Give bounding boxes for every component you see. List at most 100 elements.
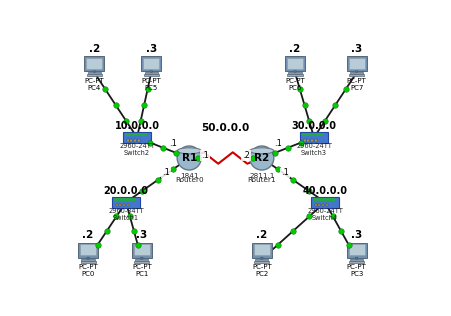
FancyBboxPatch shape [289,72,302,75]
Text: PC-PT
PC3: PC-PT PC3 [347,264,367,277]
FancyBboxPatch shape [84,56,104,71]
Text: 50.0.0.0: 50.0.0.0 [202,123,249,133]
Text: Router1: Router1 [248,177,276,183]
Ellipse shape [250,148,274,154]
FancyBboxPatch shape [123,132,151,143]
Text: PC-PT
PC1: PC-PT PC1 [132,264,152,277]
Text: 20.0.0.0: 20.0.0.0 [103,185,148,196]
Text: PC-PT
PC5: PC-PT PC5 [141,77,161,91]
FancyBboxPatch shape [78,243,98,258]
FancyBboxPatch shape [80,244,96,255]
FancyBboxPatch shape [255,259,268,261]
Text: .1: .1 [274,139,281,148]
Polygon shape [87,257,89,259]
FancyBboxPatch shape [311,139,313,142]
FancyBboxPatch shape [135,259,148,261]
Text: 30.0.0.0: 30.0.0.0 [291,121,336,131]
FancyBboxPatch shape [88,72,101,75]
FancyBboxPatch shape [347,243,367,258]
Polygon shape [355,257,358,259]
Circle shape [177,146,201,170]
Text: 2811.1: 2811.1 [249,173,275,179]
Text: Router0: Router0 [175,177,203,183]
FancyBboxPatch shape [349,58,365,69]
Text: .2: .2 [290,44,301,54]
FancyBboxPatch shape [304,139,305,142]
FancyBboxPatch shape [86,58,102,69]
FancyBboxPatch shape [145,72,158,75]
Text: .2: .2 [83,230,94,240]
FancyBboxPatch shape [287,58,303,69]
Circle shape [250,146,274,170]
FancyBboxPatch shape [350,72,363,75]
Polygon shape [141,257,143,259]
Text: .3: .3 [351,230,362,240]
FancyBboxPatch shape [349,244,365,255]
FancyBboxPatch shape [127,139,129,142]
FancyBboxPatch shape [347,56,367,71]
Text: .1: .1 [281,168,289,177]
FancyBboxPatch shape [130,139,132,142]
Text: R2: R2 [254,153,269,163]
FancyBboxPatch shape [287,74,303,76]
Text: .1: .1 [170,139,177,148]
FancyBboxPatch shape [112,197,140,208]
FancyBboxPatch shape [143,58,159,69]
FancyBboxPatch shape [349,261,364,263]
Text: 2960-24TT
Switch4: 2960-24TT Switch4 [307,208,343,221]
FancyBboxPatch shape [300,132,328,143]
FancyBboxPatch shape [254,244,270,255]
FancyBboxPatch shape [285,56,305,71]
Text: .2: .2 [256,230,267,240]
Text: 2960-24TT
Switch2: 2960-24TT Switch2 [119,143,155,156]
Text: 2960-24TT
Switch3: 2960-24TT Switch3 [296,143,332,156]
FancyBboxPatch shape [322,204,324,206]
FancyBboxPatch shape [120,204,121,206]
Polygon shape [93,71,96,73]
FancyBboxPatch shape [127,204,129,206]
Polygon shape [150,71,152,73]
Text: PC-PT
PC7: PC-PT PC7 [347,77,367,91]
Text: .1: .1 [201,151,209,160]
Text: 10.0.0.0: 10.0.0.0 [115,121,160,131]
Text: .2: .2 [242,151,250,160]
FancyBboxPatch shape [81,261,96,263]
FancyBboxPatch shape [307,139,309,142]
Text: PC-PT
PC0: PC-PT PC0 [78,264,98,277]
FancyBboxPatch shape [311,197,339,208]
Text: .3: .3 [136,230,147,240]
FancyBboxPatch shape [318,204,320,206]
Text: 40.0.0.0: 40.0.0.0 [303,185,348,196]
FancyBboxPatch shape [252,243,272,258]
Text: PC-PT
PC2: PC-PT PC2 [252,264,272,277]
FancyBboxPatch shape [315,204,317,206]
FancyBboxPatch shape [254,261,269,263]
Ellipse shape [177,148,201,154]
Text: 1841: 1841 [180,173,198,179]
FancyBboxPatch shape [115,204,118,206]
FancyBboxPatch shape [134,244,150,255]
Text: .2: .2 [89,44,100,54]
Text: PC-PT
PC4: PC-PT PC4 [84,77,104,91]
FancyBboxPatch shape [315,139,317,142]
Text: .1: .1 [162,168,170,177]
Polygon shape [355,71,358,73]
FancyBboxPatch shape [87,74,102,76]
FancyBboxPatch shape [350,259,363,261]
FancyBboxPatch shape [138,139,140,142]
FancyBboxPatch shape [134,139,136,142]
FancyBboxPatch shape [134,261,149,263]
FancyBboxPatch shape [123,204,125,206]
FancyBboxPatch shape [82,259,95,261]
FancyBboxPatch shape [141,56,161,71]
Text: .3: .3 [146,44,157,54]
Polygon shape [294,71,296,73]
FancyBboxPatch shape [132,243,152,258]
FancyBboxPatch shape [326,204,328,206]
Polygon shape [261,257,263,259]
Text: PC-PT
PC6: PC-PT PC6 [285,77,305,91]
Text: R1: R1 [182,153,197,163]
FancyBboxPatch shape [349,74,364,76]
Text: .3: .3 [351,44,362,54]
Text: 2960-34TT
Switch1: 2960-34TT Switch1 [108,208,144,221]
